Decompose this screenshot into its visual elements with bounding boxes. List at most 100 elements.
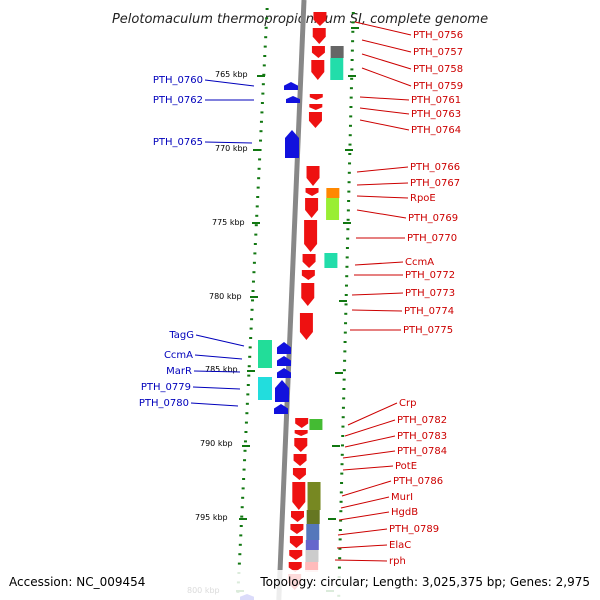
label-leader (190, 402, 239, 407)
forward-gene-label: PTH_0761 (411, 95, 461, 106)
cog-block (258, 377, 272, 400)
tick-mark (249, 327, 253, 330)
reverse-gene-label: PTH_0762 (153, 95, 203, 106)
label-leader (356, 209, 407, 219)
major-tick (339, 300, 347, 302)
major-tick (345, 149, 353, 151)
tick-mark (345, 256, 349, 259)
tick-mark (342, 397, 346, 400)
kbp-label: 770 kbp (215, 144, 248, 153)
tick-mark (339, 491, 343, 494)
reverse-gene (275, 380, 289, 402)
forward-gene (311, 46, 325, 58)
tick-mark (338, 529, 342, 531)
label-leader (356, 182, 409, 186)
tick-mark (339, 500, 343, 503)
tick-mark (245, 402, 249, 405)
label-leader (356, 195, 409, 199)
tick-mark (261, 83, 265, 86)
forward-gene (301, 283, 315, 306)
tick-mark (343, 359, 347, 362)
tick-mark (251, 299, 255, 302)
label-leader (359, 96, 410, 101)
tick-mark (250, 308, 254, 311)
tick-mark (345, 275, 349, 278)
gene-track (240, 12, 327, 600)
tick-mark (339, 519, 343, 522)
reverse-gene (274, 404, 288, 414)
forward-gene-label: PTH_0770 (407, 233, 457, 244)
forward-gene (292, 482, 306, 510)
tick-mark (252, 271, 256, 274)
reverse-gene (286, 96, 300, 103)
kbp-label: 790 kbp (200, 439, 233, 448)
tick-mark (251, 280, 255, 283)
label-leader (354, 261, 404, 266)
forward-gene-label: HgdB (391, 507, 418, 518)
tick-mark (349, 115, 353, 118)
tick-mark (262, 73, 266, 76)
label-leader (204, 141, 253, 144)
forward-gene (313, 12, 327, 26)
tick-mark (238, 543, 242, 546)
label-leader (336, 544, 388, 549)
forward-gene (308, 112, 322, 128)
forward-gene-label: CcmA (405, 257, 434, 268)
major-tick (250, 296, 258, 298)
label-leader (359, 119, 410, 131)
forward-gene (304, 220, 318, 252)
label-leader (192, 386, 241, 390)
tick-mark (251, 290, 255, 292)
tick-mark (256, 196, 260, 198)
cog-block (330, 46, 344, 58)
forward-gene-label: PTH_0784 (397, 446, 447, 457)
tick-mark (344, 303, 348, 306)
cog-block (305, 550, 319, 562)
major-tick (343, 222, 351, 224)
cog-block (306, 524, 320, 540)
tick-mark (240, 506, 244, 509)
tick-mark (259, 139, 263, 142)
tick-mark (341, 416, 345, 419)
tick-mark (239, 525, 243, 527)
label-leader (340, 496, 390, 509)
tick-mark (255, 214, 259, 217)
cog-block (330, 58, 344, 80)
reverse-gene (277, 368, 291, 378)
tick-mark (344, 312, 348, 315)
tick-mark (351, 30, 355, 33)
tick-mark (347, 200, 351, 202)
forward-gene-label: PTH_0757 (413, 47, 463, 58)
genome-summary-text: Topology: circular; Length: 3,025,375 bp… (259, 575, 590, 589)
tick-mark (347, 171, 351, 174)
label-leader (344, 435, 396, 448)
tick-mark (343, 341, 347, 343)
forward-gene-label: PTH_0782 (397, 415, 447, 426)
tick-mark (249, 337, 253, 339)
tick-mark (243, 449, 247, 452)
major-tick (257, 75, 265, 77)
reverse-gene-label: TagG (168, 330, 194, 341)
tick-mark (238, 553, 242, 556)
tick-mark (244, 431, 248, 433)
forward-gene-label: PTH_0756 (413, 30, 463, 41)
forward-gene (311, 60, 325, 80)
kbp-label: 795 kbp (195, 513, 228, 522)
reverse-gene-label: PTH_0765 (153, 137, 203, 148)
forward-gene-labels: PTH_0756 PTH_0757 PTH_0758 PTH_0759 PTH_0761… (334, 21, 463, 567)
tick-mark (346, 218, 350, 221)
forward-gene (293, 454, 307, 466)
tick-mark (256, 186, 260, 189)
forward-gene-label: RpoE (410, 193, 436, 204)
forward-gene-label: rph (389, 556, 406, 567)
tick-mark (261, 92, 265, 95)
tick-mark (246, 393, 250, 396)
major-tick (351, 27, 359, 29)
tick-mark (339, 510, 343, 513)
map-title: Pelotomaculum thermopropionicum SI, comp… (112, 12, 488, 27)
forward-gene (299, 313, 313, 340)
forward-gene (301, 270, 315, 280)
tick-mark (350, 68, 354, 71)
tick-mark (351, 40, 355, 43)
